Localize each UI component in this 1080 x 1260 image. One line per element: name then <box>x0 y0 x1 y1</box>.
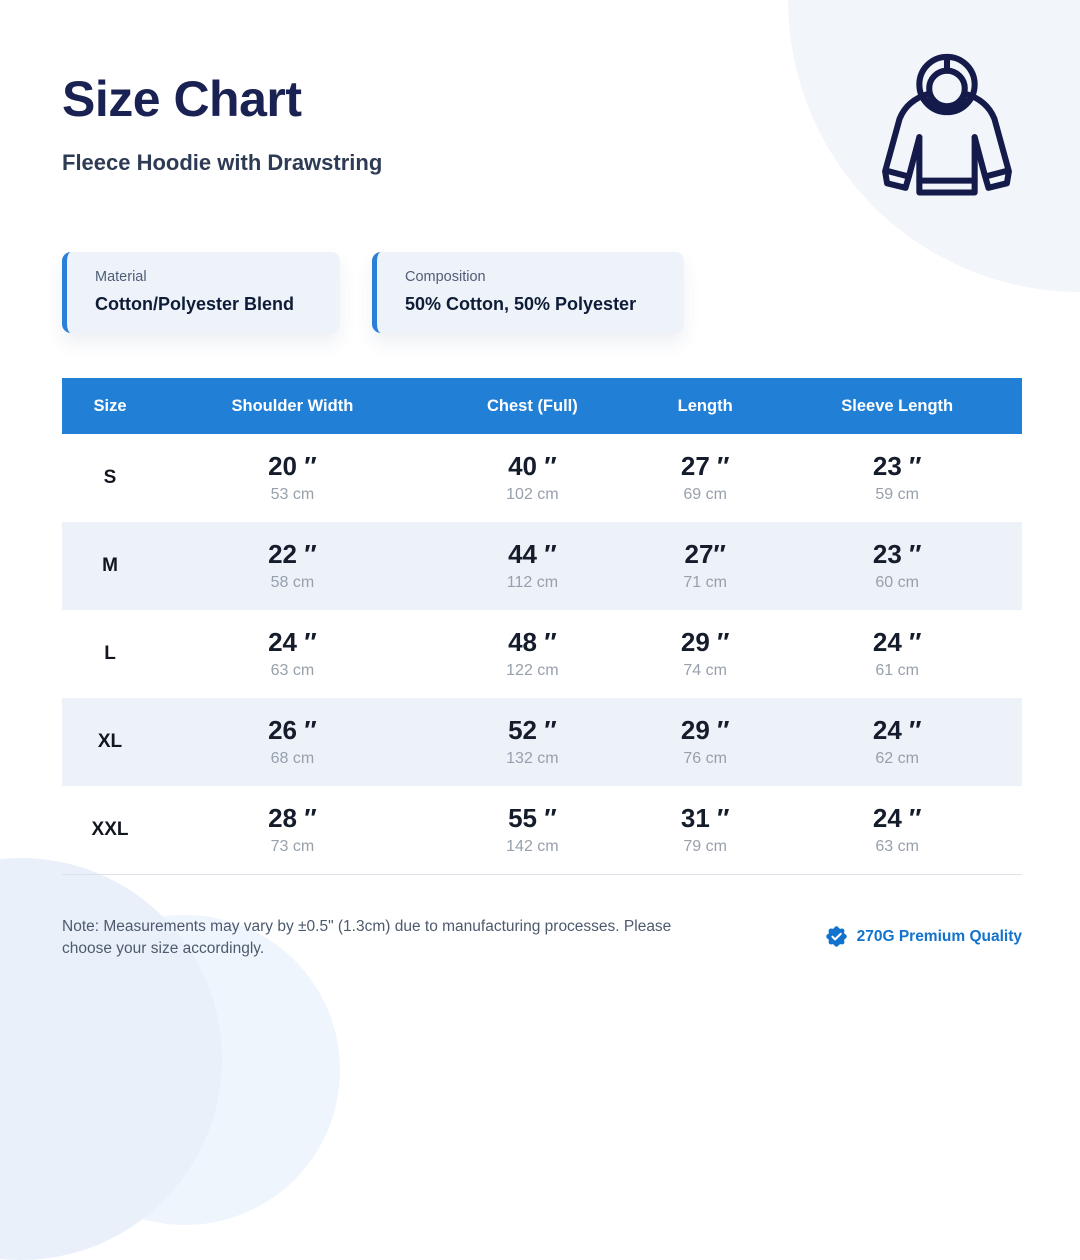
cm-value: 59 cm <box>875 485 919 503</box>
inches-value: 29 ″ <box>680 627 730 658</box>
inches-value: 22 ″ <box>268 539 317 570</box>
measurement-cell: 24 ″ 63 cm <box>772 786 1022 874</box>
column-header: Size <box>62 378 158 434</box>
note-text: Note: Measurements may vary by ±0.5" (1.… <box>62 918 672 958</box>
inches-value: 23 ″ <box>872 451 922 482</box>
column-header: Shoulder Width <box>158 378 427 434</box>
inches-value: 24 ″ <box>872 715 922 746</box>
cm-value: 62 cm <box>875 749 919 767</box>
cm-value: 112 cm <box>506 573 559 591</box>
measurement-cell: 26 ″ 68 cm <box>158 698 427 786</box>
measurement-cell: 48 ″ 122 cm <box>427 610 638 698</box>
inches-value: 48 ″ <box>508 627 557 658</box>
cm-value: 71 cm <box>683 573 727 591</box>
inches-value: 23 ″ <box>872 539 922 570</box>
size-label: M <box>102 555 118 576</box>
size-table-body: S 20 ″ 53 cm 40 ″ 102 cm 27 ″ 69 cm 23 ″ 59 cm M 2… <box>62 434 1022 874</box>
measurement-cell: 29 ″ 74 cm <box>638 610 772 698</box>
cm-value: 122 cm <box>506 661 559 679</box>
measurement-cell: 27 ″ 69 cm <box>638 434 772 522</box>
cm-value: 76 cm <box>683 749 727 767</box>
measurement-cell: 55 ″ 142 cm <box>427 786 638 874</box>
column-header: Chest (Full) <box>426 378 638 434</box>
measurement-cell: 22 ″ 58 cm <box>158 522 427 610</box>
measurement-cell: 31 ″ 79 cm <box>638 786 772 874</box>
table-row: XXL 28 ″ 73 cm 55 ″ 142 cm 31 ″ 79 cm 24 ″ 63 cm <box>62 786 1022 874</box>
inches-value: 29 ″ <box>680 715 730 746</box>
measurement-cell: 24 ″ 61 cm <box>772 610 1022 698</box>
inches-value: 24 ″ <box>268 627 317 658</box>
measurement-cell: 23 ″ 59 cm <box>772 434 1022 522</box>
table-header-row: Size Shoulder Width Chest (Full) Length Slee… <box>62 378 1022 434</box>
cm-value: 73 cm <box>270 837 315 855</box>
size-label: S <box>103 467 117 488</box>
cm-value: 69 cm <box>683 485 727 503</box>
measurement-cell: 24 ″ 63 cm <box>158 610 427 698</box>
inches-value: 24 ″ <box>872 627 922 658</box>
size-label: L <box>104 643 116 664</box>
size-label: XL <box>97 731 123 752</box>
hoodie-icon <box>868 30 1026 223</box>
composition-label: Composition <box>405 269 486 285</box>
cm-value: 142 cm <box>506 837 559 855</box>
measurement-cell: 44 ″ 112 cm <box>427 522 638 610</box>
table-row: XL 26 ″ 68 cm 52 ″ 132 cm 29 ″ 76 cm 24 ″ 62 cm <box>62 698 1022 786</box>
cm-value: 58 cm <box>270 573 315 591</box>
inches-value: 27 ″ <box>680 451 730 482</box>
inches-value: 52 ″ <box>508 715 557 746</box>
composition-card: Composition 50% Cotton, 50% Polyester <box>372 252 684 333</box>
inches-value: 40 ″ <box>508 451 557 482</box>
measurement-cell: 20 ″ 53 cm <box>158 434 427 522</box>
quality-badge: 270G Premium Quality <box>825 925 1022 948</box>
material-value: Cotton/Polyester Blend <box>95 294 295 314</box>
composition-value: 50% Cotton, 50% Polyester <box>405 294 637 314</box>
cm-value: 74 cm <box>683 661 727 679</box>
table-row: M 22 ″ 58 cm 44 ″ 112 cm 27″ 71 cm 23 ″ 60 cm <box>62 522 1022 610</box>
cm-value: 53 cm <box>270 485 315 503</box>
material-card: Material Cotton/Polyester Blend <box>62 252 340 333</box>
measurement-cell: 24 ″ 62 cm <box>772 698 1022 786</box>
inches-value: 31 ″ <box>680 802 730 833</box>
table-row: S 20 ″ 53 cm 40 ″ 102 cm 27 ″ 69 cm 23 ″ 59 cm <box>62 434 1022 522</box>
inches-value: 28 ″ <box>268 802 317 833</box>
measurement-cell: 27″ 71 cm <box>638 522 772 610</box>
cm-value: 63 cm <box>875 837 919 855</box>
table-row: L 24 ″ 63 cm 48 ″ 122 cm 29 ″ 74 cm 24 ″ 61 cm <box>62 610 1022 698</box>
page-title: Size Chart <box>62 71 302 127</box>
size-label: XXL <box>91 818 129 840</box>
column-header: Length <box>637 378 773 434</box>
material-label: Material <box>95 269 147 285</box>
footer: Note: Measurements may vary by ±0.5" (1.… <box>62 908 1022 961</box>
inches-value: 55 ″ <box>508 802 557 833</box>
cm-value: 79 cm <box>683 837 727 855</box>
size-table: Size Shoulder Width Chest (Full) Length Slee… <box>62 378 1022 875</box>
inches-value: 26 ″ <box>268 715 317 746</box>
measurement-cell: 40 ″ 102 cm <box>427 434 638 522</box>
quality-badge-label: 270G Premium Quality <box>856 927 1022 945</box>
column-header: Sleeve Length <box>772 378 1022 434</box>
cm-value: 68 cm <box>270 749 315 767</box>
cm-value: 60 cm <box>875 573 919 591</box>
info-cards: Material Cotton/Polyester Blend Composit… <box>62 252 684 333</box>
inches-value: 27″ <box>684 539 726 570</box>
inches-value: 24 ″ <box>872 802 922 833</box>
cm-value: 61 cm <box>875 661 919 679</box>
inches-value: 44 ″ <box>508 539 557 570</box>
cm-value: 132 cm <box>506 749 559 767</box>
measurement-cell: 29 ″ 76 cm <box>638 698 772 786</box>
cm-value: 63 cm <box>270 661 315 679</box>
measurement-cell: 23 ″ 60 cm <box>772 522 1022 610</box>
page-subtitle: Fleece Hoodie with Drawstring <box>62 150 383 175</box>
inches-value: 20 ″ <box>268 451 317 482</box>
cm-value: 102 cm <box>506 485 559 503</box>
measurement-cell: 28 ″ 73 cm <box>158 786 427 874</box>
verified-badge-icon <box>825 926 847 947</box>
measurement-cell: 52 ″ 132 cm <box>427 698 638 786</box>
